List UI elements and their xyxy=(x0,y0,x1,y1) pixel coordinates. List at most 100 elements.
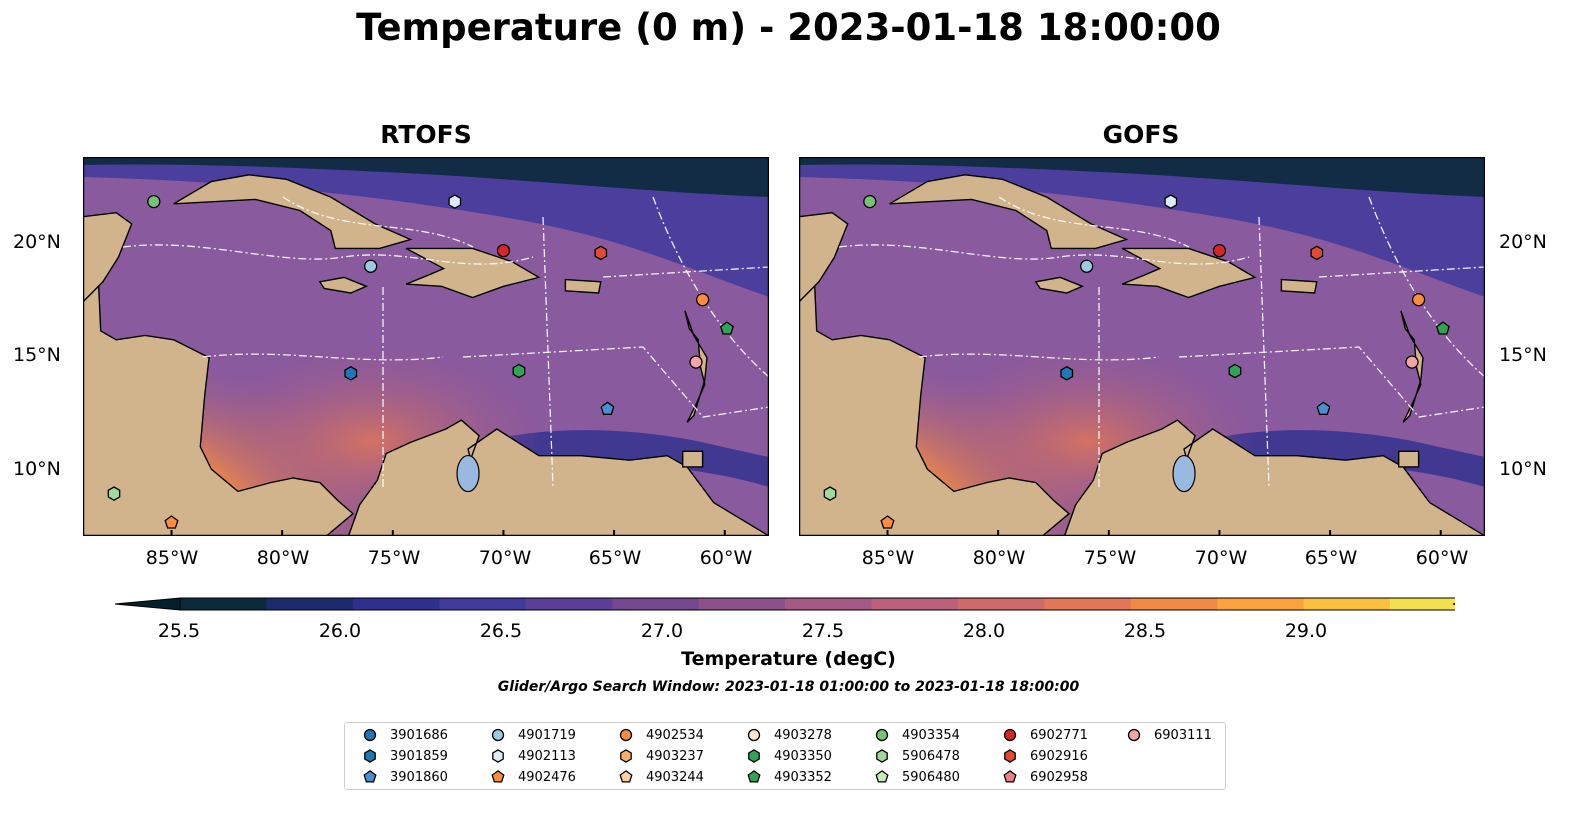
map-panel-gofs[interactable] xyxy=(799,157,1485,536)
legend-marker-4903278 xyxy=(747,728,761,742)
y-tick-label: 20°N xyxy=(13,231,61,253)
float-marker-4903354 xyxy=(147,194,161,209)
colorbar-segment xyxy=(525,598,613,610)
legend-marker-6902916 xyxy=(1004,749,1016,763)
colorbar-tick-label: 26.0 xyxy=(318,620,362,642)
float-marker-6902771 xyxy=(496,243,511,258)
legend-marker-icon xyxy=(747,770,761,783)
legend-label: 3901860 xyxy=(390,769,448,785)
legend-label: 4901719 xyxy=(518,727,576,743)
figure-title: Temperature (0 m) - 2023-01-18 18:00:00 xyxy=(356,6,1221,49)
legend-marker-4903244 xyxy=(619,770,633,783)
land-jamaica xyxy=(318,276,369,294)
land-cuba xyxy=(889,174,1129,250)
float-marker-6903111 xyxy=(689,355,703,369)
float-marker-3901859 xyxy=(344,365,358,381)
colorbar-segment xyxy=(698,598,786,610)
float-marker-4902476 xyxy=(880,515,895,529)
legend-marker-icon xyxy=(620,749,632,763)
legend-marker-5906480 xyxy=(875,770,889,783)
legend-marker-icon xyxy=(619,728,633,742)
colorbar-label: Temperature (degC) xyxy=(681,648,896,670)
colorbar-segment xyxy=(180,598,267,610)
x-tick-label: 60°W xyxy=(699,547,753,569)
x-tick-label: 80°W xyxy=(256,547,310,569)
float-marker-4903352 xyxy=(719,321,734,335)
search-window-caption: Glider/Argo Search Window: 2023-01-18 01… xyxy=(497,679,1080,695)
legend-label: 6902916 xyxy=(1030,748,1088,764)
x-tick-label: 80°W xyxy=(972,547,1026,569)
legend-item: 4903352 xyxy=(747,767,832,787)
float-marker-4902534 xyxy=(1411,293,1426,307)
legend-item: 3901859 xyxy=(363,746,448,766)
legend-item: 4901719 xyxy=(491,725,576,745)
legend-item: 6902771 xyxy=(1003,725,1088,745)
land-central-america xyxy=(83,279,355,536)
legend-item: 4902476 xyxy=(491,767,576,787)
legend-marker-icon xyxy=(363,728,377,742)
legend-label: 6902958 xyxy=(1030,769,1088,785)
float-marker-4903350 xyxy=(1228,363,1242,379)
float-marker-6902771 xyxy=(1212,243,1227,258)
legend-item: 6902958 xyxy=(1003,767,1088,787)
legend-item: 5906480 xyxy=(875,767,960,787)
colorbar-segment xyxy=(439,598,527,610)
legend-marker-icon xyxy=(1003,728,1017,742)
colorbar-segment xyxy=(612,598,700,610)
x-tick-label: 75°W xyxy=(1083,547,1137,569)
legend-marker-icon xyxy=(747,728,761,742)
colorbar-segment xyxy=(352,598,440,610)
eez-boundary-line xyxy=(202,353,444,361)
land-hispaniola xyxy=(405,247,541,299)
legend-label: 4902476 xyxy=(518,769,576,785)
legend-marker-4902534 xyxy=(619,728,633,742)
legend-marker-3901860 xyxy=(363,770,377,783)
legend-label: 4903278 xyxy=(774,727,832,743)
legend-item: 6903111 xyxy=(1127,725,1212,745)
colorbar-tick-label: 28.0 xyxy=(962,620,1006,642)
x-tick-label: 65°W xyxy=(588,547,642,569)
y-tick-label: 10°N xyxy=(1499,458,1547,480)
x-tick-label: 85°W xyxy=(145,547,199,569)
legend-marker-icon xyxy=(1003,770,1017,783)
legend-item: 4903237 xyxy=(619,746,704,766)
float-marker-4903350 xyxy=(512,363,526,379)
legend-marker-icon xyxy=(1004,749,1016,763)
legend-marker-4903352 xyxy=(747,770,761,783)
land-lesser-antilles xyxy=(1400,310,1424,423)
eez-boundary-line xyxy=(1318,266,1485,278)
legend-marker-icon xyxy=(748,749,760,763)
map-panel-rtofs[interactable] xyxy=(83,157,769,536)
land-trinidad xyxy=(682,450,704,468)
eez-boundary-line xyxy=(838,244,1250,265)
legend-marker-6902958 xyxy=(1003,770,1017,783)
land-jamaica xyxy=(1034,276,1085,294)
legend-marker-icon xyxy=(1127,728,1141,742)
legend-marker-icon xyxy=(875,728,889,742)
y-tick-label: 10°N xyxy=(13,458,61,480)
x-tick-label: 70°W xyxy=(478,547,532,569)
legend-item: 3901686 xyxy=(363,725,448,745)
legend-marker-4903237 xyxy=(620,749,632,763)
lake-maracaibo xyxy=(1172,454,1196,493)
legend-marker-4903350 xyxy=(748,749,760,763)
colorbar-tick-label: 26.5 xyxy=(479,620,523,642)
colorbar-tick-label: 27.0 xyxy=(640,620,684,642)
legend-item: 4903278 xyxy=(747,725,832,745)
y-tick-label: 15°N xyxy=(13,344,61,366)
legend-item: 4903354 xyxy=(875,725,960,745)
float-marker-3901860 xyxy=(1316,401,1331,415)
legend-item: 6902916 xyxy=(1003,746,1088,766)
eez-boundary-line xyxy=(918,353,1160,361)
x-tick-label: 75°W xyxy=(367,547,421,569)
land-yucatan xyxy=(83,211,133,303)
legend-label: 6902771 xyxy=(1030,727,1088,743)
float-marker-5906478 xyxy=(107,486,121,501)
y-tick-label: 15°N xyxy=(1499,344,1547,366)
float-marker-4902113 xyxy=(448,194,462,209)
land-central-america xyxy=(799,279,1071,536)
colorbar-segment xyxy=(1303,598,1391,610)
float-marker-4902534 xyxy=(695,293,710,307)
legend-marker-4901719 xyxy=(491,728,505,742)
legend-marker-5906478 xyxy=(876,749,888,763)
